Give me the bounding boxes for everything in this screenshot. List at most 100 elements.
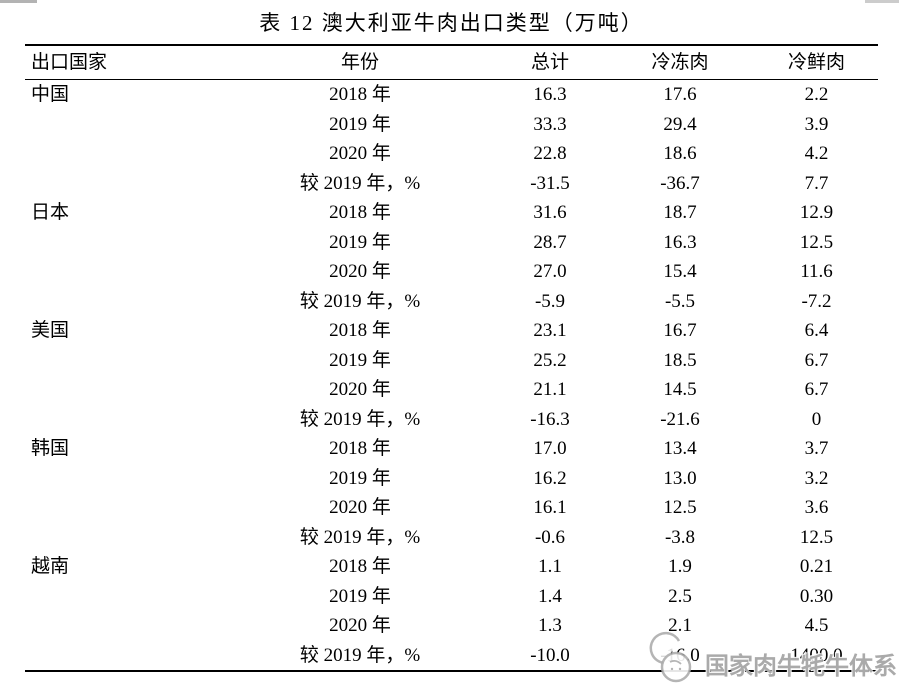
table-row: 韩国 2018 年 17.0 13.4 3.7 — [25, 434, 878, 464]
table-body: 中国 2018 年 16.3 17.6 2.2 2019 年 33.3 29.4… — [25, 80, 878, 670]
table-row: 较 2019 年，% -16.3 -21.6 0 — [25, 405, 878, 435]
cell-chilled: 3.7 — [804, 438, 829, 460]
cell-chilled: 2.2 — [804, 84, 829, 106]
cell-chilled: 11.6 — [800, 261, 833, 283]
table-row: 2020 年 16.1 12.5 3.6 — [25, 493, 878, 523]
cell-total: -31.5 — [530, 172, 570, 194]
cell-frozen: 2.1 — [668, 615, 692, 637]
cell-frozen: 16.7 — [663, 320, 697, 342]
cell-frozen: -36.7 — [660, 172, 700, 194]
cell-frozen: 18.7 — [663, 202, 697, 224]
cell-frozen: -21.6 — [660, 408, 700, 430]
cell-year: 2018 年 — [329, 556, 391, 578]
table-row: 2019 年 16.2 13.0 3.2 — [25, 464, 878, 494]
cell-total: 16.3 — [533, 84, 567, 106]
header-year: 年份 — [340, 52, 379, 73]
cell-total: 33.3 — [533, 113, 567, 135]
cell-year: 2018 年 — [329, 438, 391, 460]
cell-year: 较 2019 年，% — [299, 644, 421, 666]
header-chilled: 冷鲜肉 — [787, 52, 845, 73]
cell-chilled: 7.7 — [804, 172, 829, 194]
cell-year: 2020 年 — [329, 379, 391, 401]
beef-export-table: 出口国家 年份 总计 冷冻肉 冷鲜肉 中国 2018 年 16.3 17.6 2… — [25, 44, 878, 672]
table-row: 日本 2018 年 31.6 18.7 12.9 — [25, 198, 878, 228]
cell-chilled: 1400.0 — [790, 644, 843, 666]
cell-frozen: 15.4 — [663, 261, 697, 283]
header-country: 出口国家 — [31, 52, 108, 73]
table-row: 较 2019 年，% -5.9 -5.5 -7.2 — [25, 287, 878, 317]
table-row: 2019 年 28.7 16.3 12.5 — [25, 228, 878, 258]
table-row: 较 2019 年，% -10.0 -16.0 1400.0 — [25, 641, 878, 671]
cell-total: 1.4 — [538, 585, 562, 607]
cell-total: -5.9 — [534, 290, 566, 312]
cell-frozen: 14.5 — [663, 379, 697, 401]
cell-year: 2019 年 — [329, 231, 391, 253]
cell-frozen: 17.6 — [663, 84, 697, 106]
cell-chilled: 6.4 — [804, 320, 829, 342]
table-row: 2020 年 1.3 2.1 4.5 — [25, 611, 878, 641]
cell-total: 17.0 — [533, 438, 567, 460]
cell-total: 28.7 — [533, 231, 567, 253]
table-row: 2020 年 21.1 14.5 6.7 — [25, 375, 878, 405]
cell-country: 越南 — [31, 556, 70, 578]
cell-total: 1.1 — [538, 556, 562, 578]
cell-frozen: 18.5 — [663, 349, 697, 371]
cell-year: 较 2019 年，% — [299, 172, 421, 194]
cell-chilled: 0 — [811, 408, 822, 430]
table-header-row: 出口国家 年份 总计 冷冻肉 冷鲜肉 — [25, 46, 878, 80]
cell-frozen: 1.9 — [668, 556, 692, 578]
table-row: 2019 年 33.3 29.4 3.9 — [25, 110, 878, 140]
cell-year: 2018 年 — [329, 320, 391, 342]
cell-frozen: 13.4 — [663, 438, 697, 460]
cell-country: 中国 — [31, 84, 70, 106]
cell-frozen: -16.0 — [660, 644, 700, 666]
cell-frozen: 2.5 — [668, 585, 692, 607]
table-row: 2019 年 1.4 2.5 0.30 — [25, 582, 878, 612]
cell-year: 2020 年 — [329, 143, 391, 165]
cell-chilled: 0.30 — [799, 585, 834, 607]
cell-year: 2018 年 — [329, 84, 391, 106]
cell-year: 2018 年 — [329, 202, 391, 224]
cell-year: 2020 年 — [329, 615, 391, 637]
cell-chilled: 12.9 — [799, 202, 834, 224]
cell-year: 2020 年 — [329, 261, 391, 283]
header-total: 总计 — [530, 52, 569, 73]
cell-chilled: 12.5 — [799, 231, 834, 253]
cell-country: 日本 — [31, 202, 70, 224]
cell-year: 2019 年 — [329, 349, 391, 371]
cell-frozen: -3.8 — [664, 526, 696, 548]
cell-chilled: 4.2 — [804, 143, 829, 165]
cell-frozen: 13.0 — [663, 467, 697, 489]
cell-chilled: 6.7 — [804, 379, 829, 401]
cell-year: 较 2019 年，% — [299, 408, 421, 430]
cell-chilled: -7.2 — [801, 290, 832, 312]
cell-total: 23.1 — [533, 320, 567, 342]
cell-frozen: 18.6 — [663, 143, 697, 165]
table-row: 2020 年 27.0 15.4 11.6 — [25, 257, 878, 287]
cell-chilled: 4.5 — [804, 615, 829, 637]
table-row: 较 2019 年，% -31.5 -36.7 7.7 — [25, 169, 878, 199]
cell-total: 22.8 — [533, 143, 567, 165]
header-frozen: 冷冻肉 — [651, 52, 709, 73]
top-left-gray-bar — [0, 0, 37, 3]
cell-total: 21.1 — [533, 379, 567, 401]
cell-total: 27.0 — [533, 261, 567, 283]
cell-total: 31.6 — [533, 202, 567, 224]
table-row: 2019 年 25.2 18.5 6.7 — [25, 346, 878, 376]
cell-country: 韩国 — [31, 438, 70, 460]
cell-chilled: 3.6 — [804, 497, 829, 519]
cell-frozen: 12.5 — [663, 497, 697, 519]
cell-frozen: -5.5 — [664, 290, 696, 312]
cell-year: 2019 年 — [329, 585, 391, 607]
cell-year: 2019 年 — [329, 467, 391, 489]
cell-frozen: 29.4 — [663, 113, 697, 135]
cell-country: 美国 — [31, 320, 70, 342]
cell-year: 2019 年 — [329, 113, 391, 135]
cell-chilled: 12.5 — [799, 526, 834, 548]
cell-total: -10.0 — [530, 644, 570, 666]
top-right-gray-bar — [865, 0, 899, 3]
cell-year: 2020 年 — [329, 497, 391, 519]
table-row: 美国 2018 年 23.1 16.7 6.4 — [25, 316, 878, 346]
cell-chilled: 6.7 — [804, 349, 829, 371]
table-row: 中国 2018 年 16.3 17.6 2.2 — [25, 80, 878, 110]
